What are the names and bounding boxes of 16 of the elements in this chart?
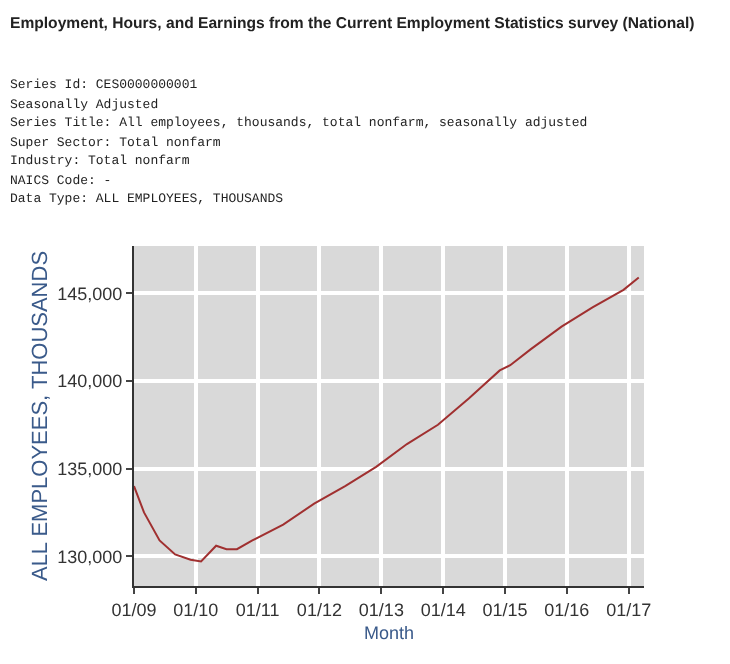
y-tick-label: 130,000 — [57, 546, 123, 567]
x-tick-label: 01/14 — [420, 599, 466, 620]
x-tick-label: 01/15 — [482, 599, 528, 620]
x-axis-title: Month — [363, 623, 415, 644]
x-tick-label: 01/16 — [544, 599, 590, 620]
x-tick-label: 01/17 — [606, 599, 652, 620]
y-tick-label: 145,000 — [57, 283, 123, 304]
y-tick-label: 140,000 — [57, 371, 123, 392]
x-tick-label: 01/10 — [173, 599, 219, 620]
line-series — [134, 276, 640, 563]
x-tick-label: 01/12 — [296, 599, 342, 620]
x-tick-label: 01/09 — [111, 599, 157, 620]
x-tick-label: 01/13 — [358, 599, 404, 620]
x-tick-label: 01/11 — [235, 599, 280, 620]
y-axis-title: ALL EMPLOYEES, THOUSANDS — [28, 250, 53, 582]
y-tick-label: 135,000 — [57, 458, 123, 479]
